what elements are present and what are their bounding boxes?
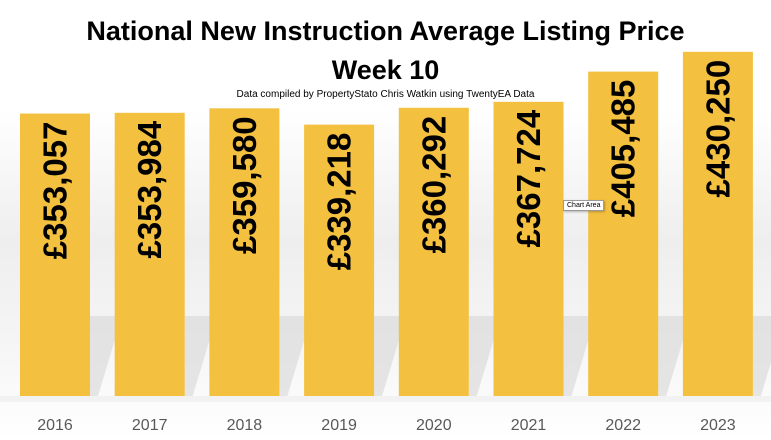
data-label-2023: £430,250 <box>699 60 736 198</box>
bar-2016 <box>20 113 90 397</box>
x-tick-label-2021: 2021 <box>511 417 547 434</box>
x-tick-label-2020: 2020 <box>416 417 452 434</box>
data-label-2017: £353,984 <box>131 120 168 258</box>
x-tick-label-2023: 2023 <box>700 417 736 434</box>
bar-2023 <box>682 51 753 397</box>
bar-shadow <box>563 316 596 396</box>
data-label-2020: £360,292 <box>415 116 452 254</box>
bar-2020 <box>398 107 469 396</box>
chart-floor <box>0 396 771 402</box>
bar-2022 <box>588 71 659 396</box>
bar-2021 <box>493 101 564 396</box>
chart-subtitle: Data compiled by PropertyStato Chris Wat… <box>236 89 535 100</box>
chart-area-tooltip: Chart Area <box>563 200 605 211</box>
x-tick-label-2019: 2019 <box>321 417 357 434</box>
x-tick-label-2016: 2016 <box>37 417 73 434</box>
bar-shadow <box>658 316 691 396</box>
bar-shadow <box>184 316 217 396</box>
chart-title-week: Week 10 <box>331 55 440 85</box>
bar-2019 <box>304 124 375 396</box>
bar-shadow <box>279 316 312 396</box>
x-tick-label-2022: 2022 <box>605 417 641 434</box>
bar-2017 <box>114 112 185 396</box>
bar-shadow <box>468 316 501 396</box>
data-label-2019: £339,218 <box>321 133 358 271</box>
data-label-2018: £359,580 <box>226 116 263 254</box>
data-label-2021: £367,724 <box>510 109 547 247</box>
data-label-2016: £353,057 <box>37 122 74 260</box>
bar-shadow <box>90 316 122 396</box>
x-tick-label-2018: 2018 <box>227 417 263 434</box>
data-label-2022: £405,485 <box>605 80 642 218</box>
x-tick-label-2017: 2017 <box>132 417 168 434</box>
chart-title: National New Instruction Average Listing… <box>86 16 685 46</box>
bar-shadow <box>374 316 407 396</box>
bar-2018 <box>209 108 280 396</box>
bar-shadow <box>752 316 771 396</box>
